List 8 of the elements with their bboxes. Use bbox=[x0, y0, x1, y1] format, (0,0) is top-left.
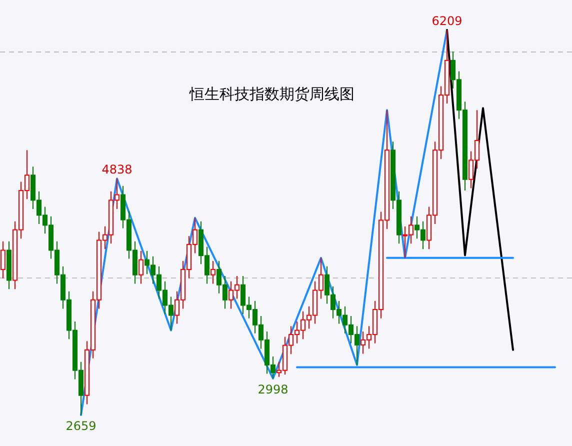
candlestick bbox=[138, 250, 144, 284]
annotation: 2659 bbox=[66, 419, 96, 433]
annotation: 2998 bbox=[258, 382, 288, 396]
candlestick bbox=[210, 260, 216, 284]
candlestick bbox=[0, 240, 6, 279]
annotation: 4838 bbox=[102, 162, 132, 177]
text: 恒生科技指数期货周线图 bbox=[188, 85, 354, 103]
annotation: 6209 bbox=[432, 14, 462, 28]
